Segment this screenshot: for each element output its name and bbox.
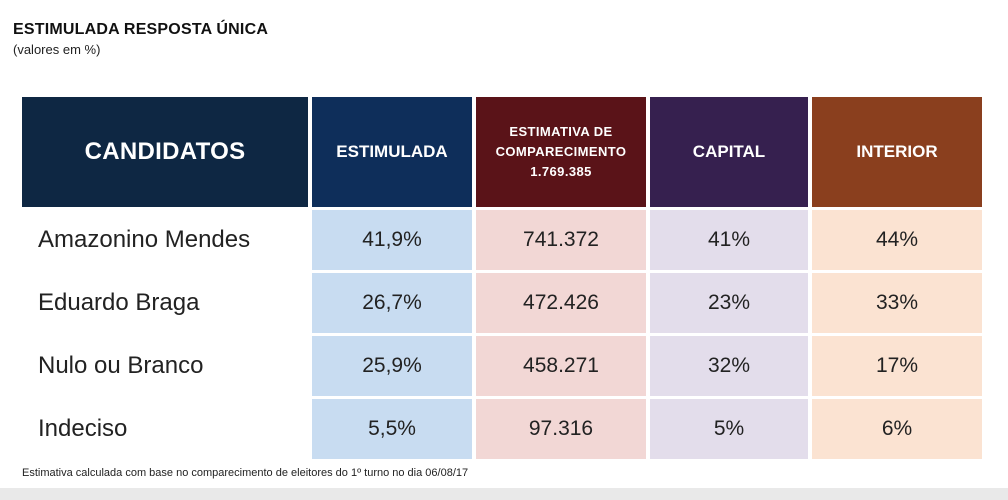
cell-estimulada: 25,9%	[312, 336, 472, 396]
cell-estimulada: 41,9%	[312, 210, 472, 270]
bottom-bar	[0, 488, 1008, 500]
footnote: Estimativa calculada com base no compare…	[22, 467, 469, 479]
cell-interior: 33%	[812, 273, 982, 333]
cell-interior: 17%	[812, 336, 982, 396]
cell-comparecimento: 741.372	[476, 210, 646, 270]
cell-candidato: Indeciso	[22, 399, 308, 459]
cell-candidato: Eduardo Braga	[22, 273, 308, 333]
cell-estimulada: 5,5%	[312, 399, 472, 459]
cell-capital: 32%	[650, 336, 808, 396]
cell-comparecimento: 472.426	[476, 273, 646, 333]
cell-estimulada: 26,7%	[312, 273, 472, 333]
cell-candidato: Nulo ou Branco	[22, 336, 308, 396]
header-interior: INTERIOR	[812, 97, 982, 207]
cell-capital: 23%	[650, 273, 808, 333]
header-capital: CAPITAL	[650, 97, 808, 207]
cell-interior: 6%	[812, 399, 982, 459]
header-estimulada: ESTIMULADA	[312, 97, 472, 207]
header-comparecimento-total: 1.769.385	[530, 164, 592, 179]
results-table: CANDIDATOS ESTIMULADA ESTIMATIVA DE COMP…	[22, 97, 982, 459]
cell-comparecimento: 97.316	[476, 399, 646, 459]
cell-capital: 41%	[650, 210, 808, 270]
cell-interior: 44%	[812, 210, 982, 270]
chart-title: ESTIMULADA RESPOSTA ÚNICA	[13, 21, 269, 38]
cell-comparecimento: 458.271	[476, 336, 646, 396]
cell-capital: 5%	[650, 399, 808, 459]
header-candidatos: CANDIDATOS	[22, 97, 308, 207]
cell-candidato: Amazonino Mendes	[22, 210, 308, 270]
chart-subtitle: (valores em %)	[13, 42, 101, 57]
header-comparecimento-line2: COMPARECIMENTO	[495, 144, 627, 159]
header-comparecimento: ESTIMATIVA DE COMPARECIMENTO 1.769.385	[476, 97, 646, 207]
header-comparecimento-line1: ESTIMATIVA DE	[509, 124, 613, 139]
